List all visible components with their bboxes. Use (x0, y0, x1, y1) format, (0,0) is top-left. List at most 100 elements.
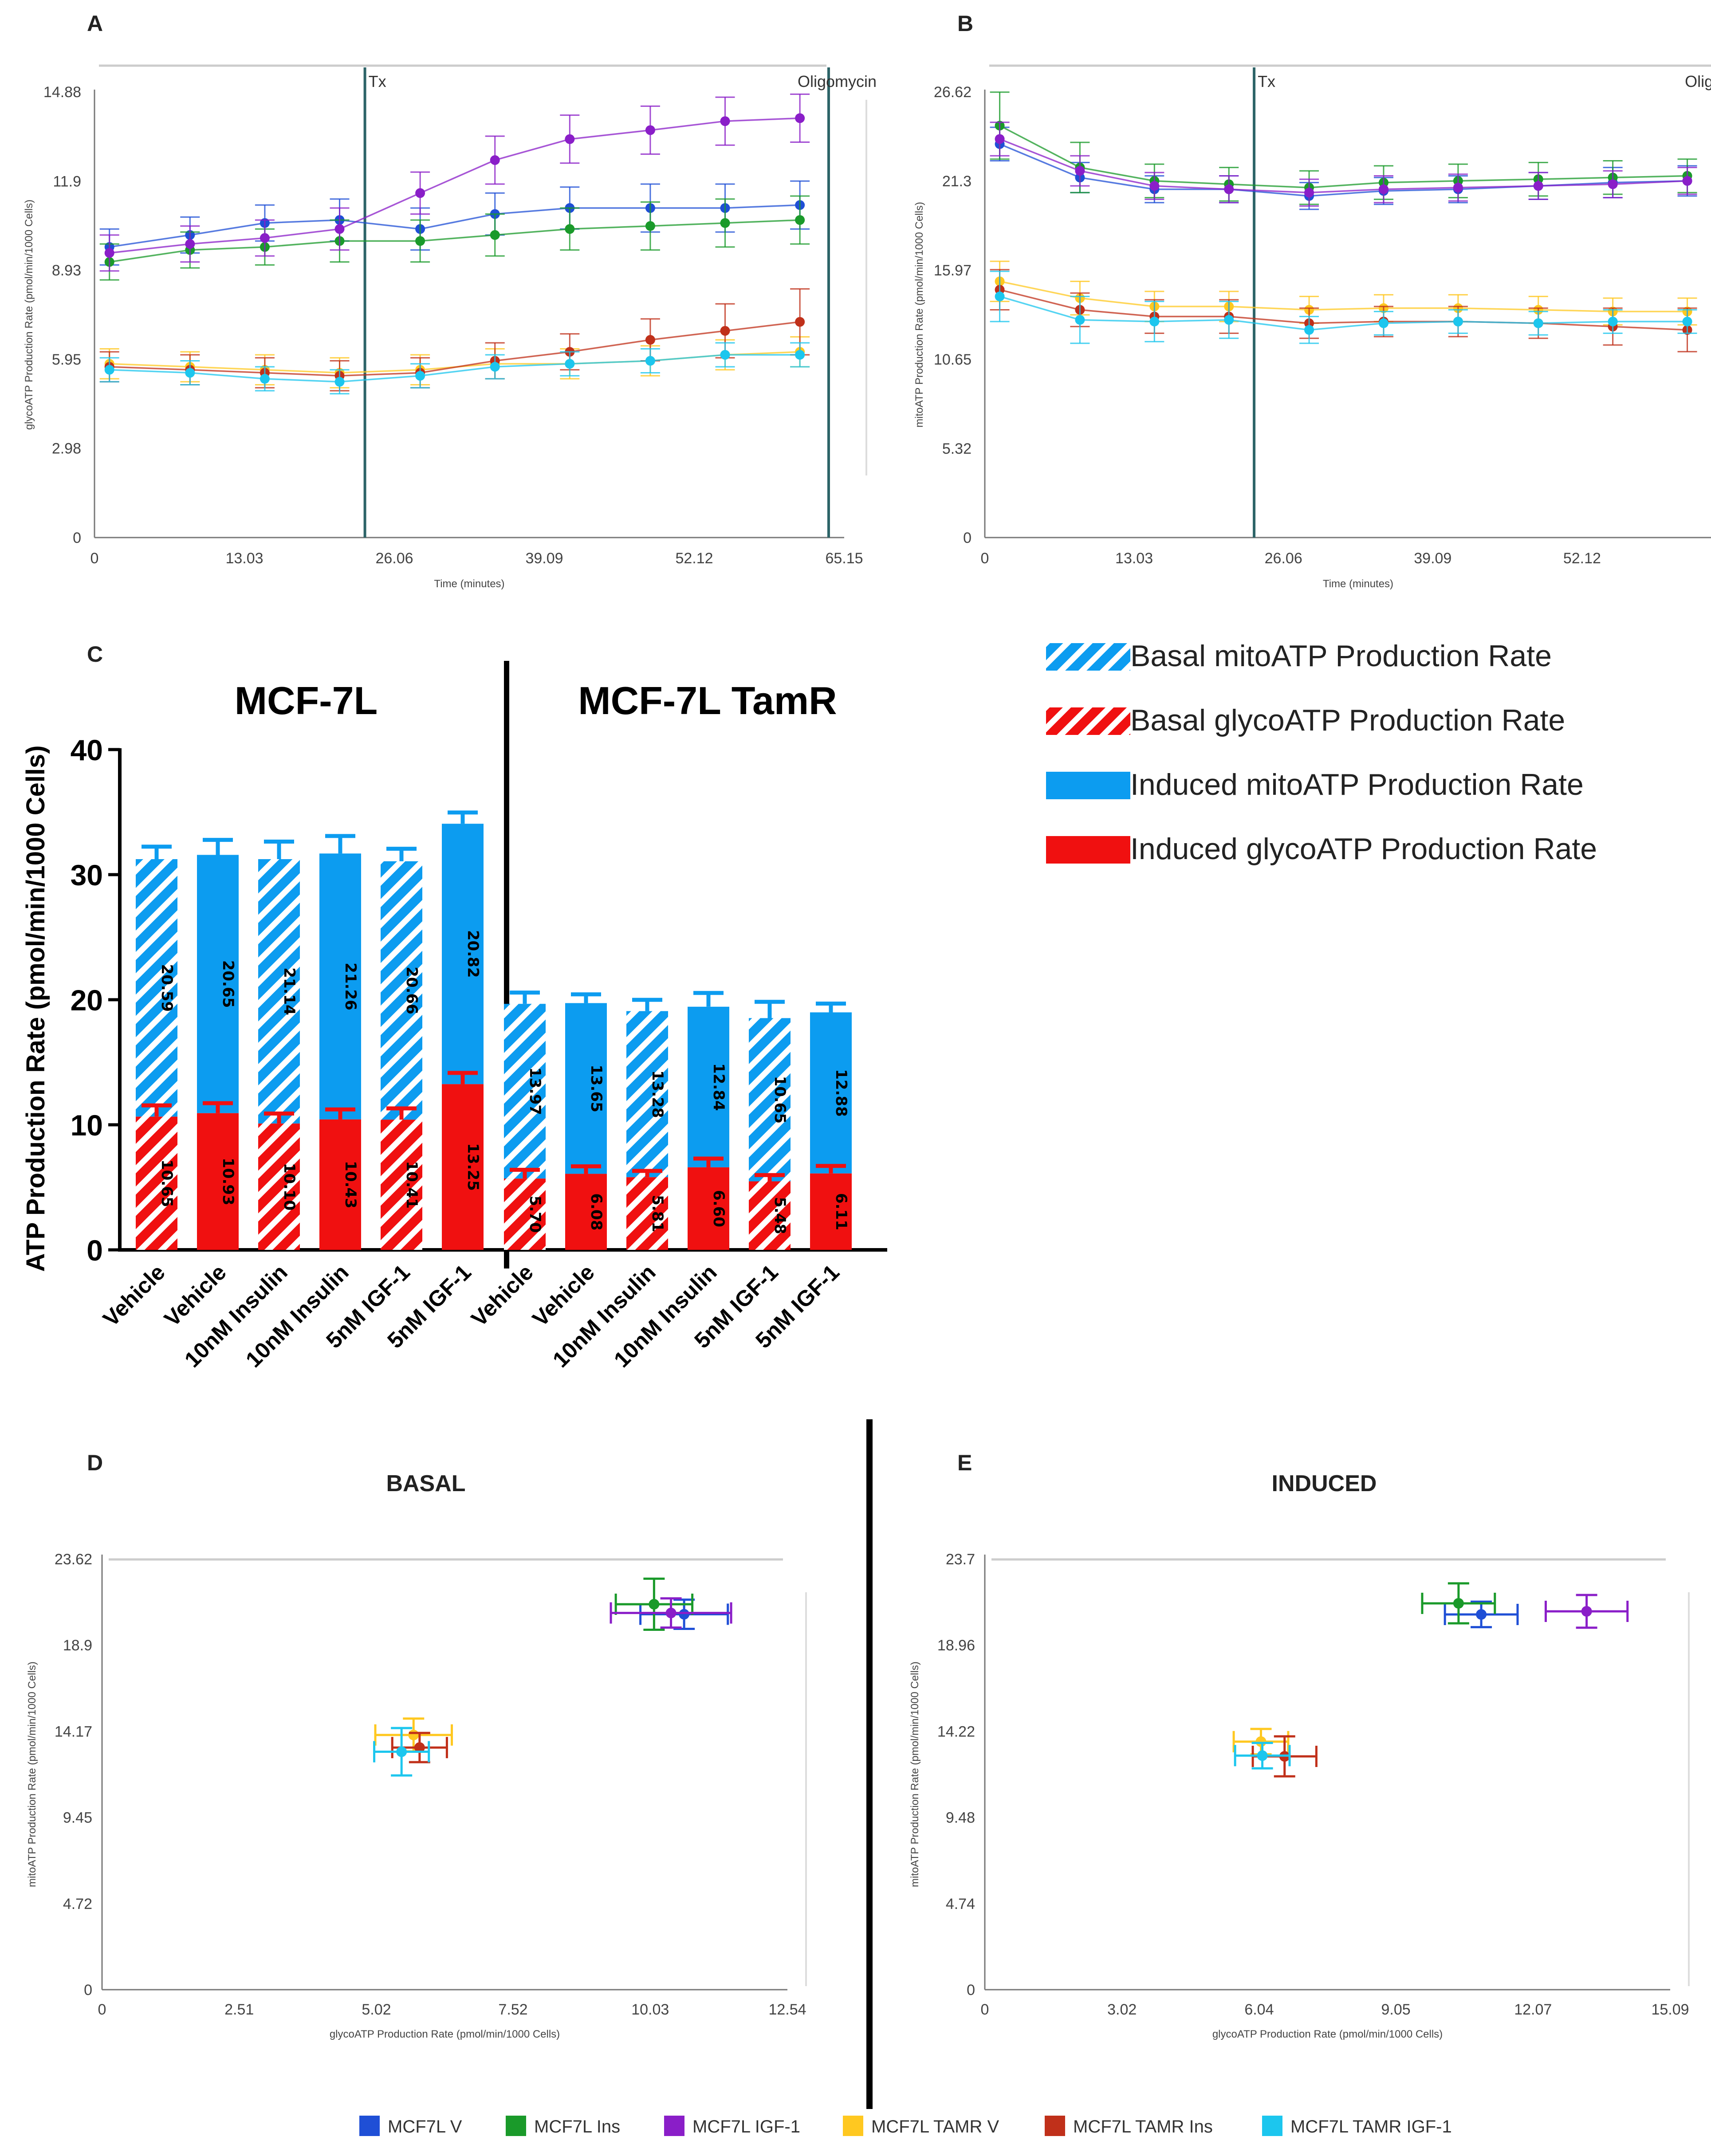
glyco-value-label: 10.41 (403, 1161, 421, 1209)
glyco-value-label: 10.65 (158, 1159, 176, 1207)
x-tick-label: 7.52 (498, 2001, 527, 2018)
x-axis-label: glycoATP Production Rate (pmol/min/1000 … (330, 2028, 560, 2040)
x-tick-label: 0 (981, 550, 989, 567)
x-tick-label: 9.05 (1381, 2001, 1410, 2018)
series-line (999, 280, 1687, 313)
panel-c-legend: Basal mitoATP Production Rate Basal glyco… (1046, 639, 1597, 866)
y-tick-label: 18.9 (63, 1637, 92, 1654)
x-tick-label: 0 (90, 550, 99, 567)
mito-bar (381, 861, 422, 1120)
category-label: Vehicle (466, 1260, 538, 1331)
y-tick-label: 23.62 (55, 1551, 92, 1568)
legend-label: Basal glycoATP Production Rate (1130, 703, 1565, 737)
data-point (795, 215, 805, 225)
data-point (1476, 1609, 1487, 1620)
series-line (999, 125, 1687, 189)
y-tick-label: 4.74 (946, 1896, 975, 1913)
data-point (1378, 184, 1388, 194)
group-title: MCF-7L (235, 679, 378, 723)
mito-value-label: 21.14 (280, 967, 298, 1015)
data-point (104, 248, 114, 258)
legend-label: MCF7L IGF-1 (692, 2117, 800, 2136)
y-tick-label: 2.98 (52, 440, 81, 457)
mito-bar (319, 853, 361, 1119)
event-label: Tx (369, 72, 386, 90)
data-point (565, 359, 575, 369)
data-point (396, 1746, 407, 1757)
y-tick-label: 10.65 (934, 351, 972, 368)
glyco-value-label: 10.43 (342, 1161, 359, 1209)
data-point (1533, 181, 1543, 191)
series-line (999, 289, 1687, 331)
mito-value-label: 12.84 (710, 1063, 728, 1111)
y-tick-label: 18.96 (937, 1637, 975, 1654)
data-point (1304, 188, 1314, 198)
x-tick-label: 5.02 (362, 2001, 391, 2018)
glyco-value-label: 5.48 (771, 1197, 789, 1234)
y-tick-label: 21.3 (942, 173, 972, 190)
legend-swatch (1262, 2116, 1282, 2136)
y-tick-label: 14.22 (937, 1723, 975, 1740)
legend-label: MCF7L TAMR Ins (1073, 2117, 1213, 2136)
mito-bar (136, 859, 177, 1117)
event-label: Tx (1258, 72, 1275, 90)
mito-bar (626, 1011, 668, 1178)
data-point (1224, 184, 1234, 194)
series-line (109, 351, 800, 374)
data-point (795, 113, 805, 123)
data-point (1224, 315, 1234, 325)
y-tick-label: 4.72 (63, 1896, 92, 1913)
data-point (565, 134, 575, 144)
data-point (490, 362, 500, 372)
series-line (999, 138, 1687, 194)
x-tick-label: 15.09 (1651, 2001, 1689, 2018)
data-point (490, 155, 500, 165)
mito-value-label: 20.66 (403, 966, 421, 1014)
y-tick-label: 10 (71, 1109, 103, 1142)
series-line (109, 117, 800, 254)
mito-bar (565, 1003, 607, 1174)
y-tick-label: 9.48 (946, 1810, 975, 1826)
y-tick-label: 40 (71, 734, 103, 766)
glyco-bar (197, 1113, 239, 1250)
data-point (645, 335, 655, 345)
mito-bar (749, 1018, 791, 1182)
event-label: Oligomycin (798, 72, 877, 90)
x-tick-label: 12.07 (1514, 2001, 1552, 2018)
data-point (1581, 1606, 1592, 1617)
data-point (1075, 315, 1085, 325)
y-tick-label: 5.95 (52, 351, 81, 368)
glyco-value-label: 10.10 (280, 1163, 298, 1211)
glyco-bar (688, 1167, 729, 1250)
mito-value-label: 21.26 (342, 962, 359, 1010)
data-point (649, 1598, 660, 1610)
y-tick-label: 8.93 (52, 262, 81, 279)
legend-swatch (359, 2116, 380, 2136)
y-tick-label: 9.45 (63, 1810, 92, 1826)
data-point (1682, 176, 1692, 186)
y-axis-label: mitoATP Production Rate (pmol/min/1000 C… (909, 1661, 921, 1887)
legend-swatch (1046, 707, 1130, 735)
y-tick-label: 11.9 (53, 173, 81, 190)
glyco-bar (749, 1181, 791, 1250)
data-point (795, 350, 805, 360)
legend-label: MCF7L TAMR IGF-1 (1290, 2117, 1452, 2136)
x-tick-label: 52.12 (675, 550, 713, 567)
legend-swatch (1045, 2116, 1065, 2136)
x-axis-label: Time (minutes) (434, 578, 504, 590)
group-title: MCF-7L TamR (578, 679, 837, 723)
glyco-value-label: 10.93 (219, 1158, 237, 1206)
x-tick-label: 13.03 (1115, 550, 1153, 567)
data-point (334, 377, 345, 387)
glyco-bar (565, 1174, 607, 1250)
x-tick-label: 3.02 (1107, 2001, 1137, 2018)
data-point (1453, 1598, 1464, 1609)
data-point (490, 230, 500, 240)
mito-value-label: 20.65 (219, 960, 237, 1008)
x-tick-label: 52.12 (1563, 550, 1601, 567)
glyco-value-label: 13.25 (464, 1143, 482, 1191)
panel-a-line-chart: A 0 2.98 5.95 8.93 11.9 14.88 0 13.03 26.06 39.09… (23, 11, 877, 590)
x-tick-label: 2.51 (224, 2001, 254, 2018)
x-tick-label: 26.06 (375, 550, 413, 567)
legend-swatch (506, 2116, 526, 2136)
